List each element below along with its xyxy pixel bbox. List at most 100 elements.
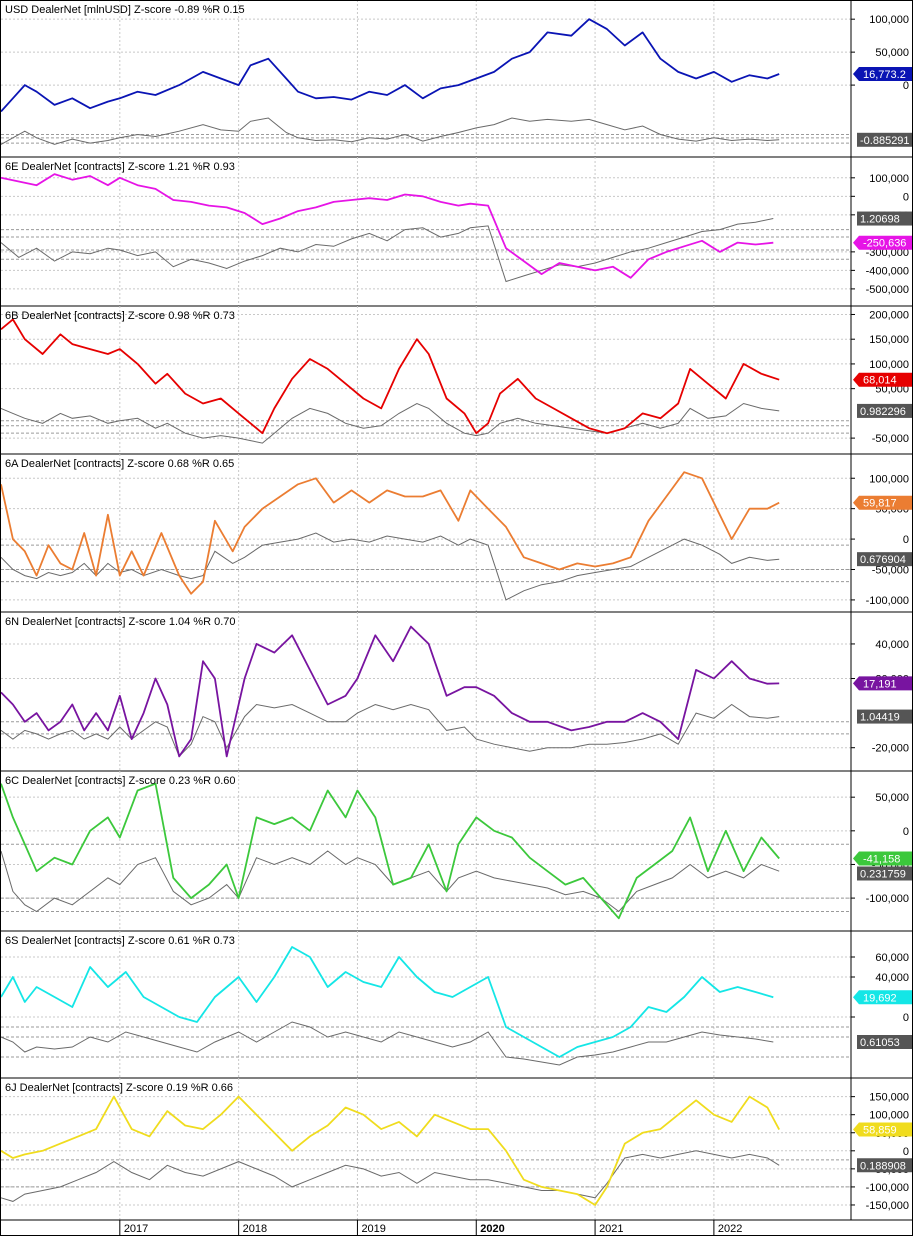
zscore-badge: 0.188908 xyxy=(857,1158,913,1173)
oscillator-series-line xyxy=(0,218,774,283)
last-value-badge: 59,817 xyxy=(853,495,913,510)
y-tick-label: -100,000 xyxy=(866,595,909,607)
zscore-badge: 1.20698 xyxy=(857,211,913,226)
zscore-label: 1.20698 xyxy=(860,214,900,226)
y-tick-label: 0 xyxy=(903,191,909,203)
panel-title: 6N DealerNet [contracts] Z-score 1.04 %R… xyxy=(5,616,235,628)
last-value-label: -41,158 xyxy=(863,854,900,866)
y-tick-label: -20,000 xyxy=(872,743,909,755)
zscore-badge-shape xyxy=(857,1158,913,1173)
last-value-badge-shape xyxy=(853,67,913,82)
zscore-badge: -0.885291 xyxy=(857,132,913,147)
oscillator-series-line xyxy=(0,532,780,601)
zscore-badge-shape xyxy=(857,403,913,418)
oscillator-series-line xyxy=(0,117,780,145)
panel-1: 100,000 50,000 0 USD DealerNet [mlnUSD] Z-s… xyxy=(0,0,913,158)
y-tick-label: 50,000 xyxy=(875,792,909,804)
zscore-label: 0.982296 xyxy=(860,406,906,418)
y-tick-label: 50,000 xyxy=(875,47,909,59)
last-value-badge-shape xyxy=(853,1122,913,1137)
panel-title: 6C DealerNet [contracts] Z-score 0.23 %R… xyxy=(5,775,235,787)
x-tick-label: 2021 xyxy=(599,1223,623,1235)
last-value-label: 58,859 xyxy=(863,1125,897,1137)
panel-title: 6J DealerNet [contracts] Z-score 0.19 %R… xyxy=(5,1082,233,1094)
last-value-label: 68,014 xyxy=(863,375,897,387)
zscore-badge-shape xyxy=(857,211,913,226)
dealer-net-series-line xyxy=(0,471,780,595)
panel-title: 6S DealerNet [contracts] Z-score 0.61 %R… xyxy=(5,935,235,947)
last-value-badge: 68,014 xyxy=(853,372,913,387)
zscore-badge-shape xyxy=(857,709,913,724)
panel-8: 150,000100,00050,0000-50,000-100,000-150… xyxy=(0,1078,913,1221)
y-tick-label: 200,000 xyxy=(869,309,909,321)
dealer-net-series-line xyxy=(0,782,780,920)
y-tick-label: 0 xyxy=(903,534,909,546)
panel-title: 6E DealerNet [contracts] Z-score 1.21 %R… xyxy=(5,161,235,173)
x-tick-label: 2018 xyxy=(243,1223,267,1235)
last-value-badge: -250,636 xyxy=(853,235,913,250)
y-tick-label: -300,000 xyxy=(866,247,909,259)
y-tick-label: 150,000 xyxy=(869,334,909,346)
oscillator-series-line xyxy=(0,402,780,444)
panel-title: 6B DealerNet [contracts] Z-score 0.98 %R… xyxy=(5,310,235,322)
zscore-label: -0.885291 xyxy=(860,135,910,147)
zscore-badge: 0.61053 xyxy=(857,1035,913,1049)
zscore-label: 0.676904 xyxy=(860,554,906,566)
last-value-label: 16,773.2 xyxy=(863,69,906,81)
y-tick-label: -50,000 xyxy=(872,565,909,577)
zscore-badge: 1.04419 xyxy=(857,709,913,724)
x-tick-label: 2020 xyxy=(480,1223,504,1235)
last-value-label: 19,692 xyxy=(863,992,897,1004)
dealer-net-series-line xyxy=(0,173,774,279)
y-tick-label: 40,000 xyxy=(875,639,909,651)
x-tick-label: 2017 xyxy=(124,1223,148,1235)
x-tick-label: 2019 xyxy=(361,1223,385,1235)
last-value-badge: -41,158 xyxy=(853,851,913,866)
last-value-badge: 16,773.2 xyxy=(853,67,913,82)
y-tick-label: -500,000 xyxy=(866,284,909,296)
dealer-net-series-line xyxy=(0,1095,780,1206)
last-value-label: -250,636 xyxy=(863,238,906,250)
dealer-net-series-line xyxy=(0,318,780,435)
x-tick-label: 2022 xyxy=(718,1223,742,1235)
y-tick-label: 0 xyxy=(903,1146,909,1158)
y-tick-label: -100,000 xyxy=(866,1182,909,1194)
last-value-badge: 58,859 xyxy=(853,1122,913,1137)
y-tick-label: 100,000 xyxy=(869,1110,909,1122)
panel-title: 6A DealerNet [contracts] Z-score 0.68 %R… xyxy=(5,458,234,470)
last-value-label: 59,817 xyxy=(863,498,897,510)
zscore-badge-shape xyxy=(857,552,913,567)
y-tick-label: 100,000 xyxy=(869,14,909,26)
dealer-net-series-line xyxy=(0,18,780,113)
last-value-label: 17,191 xyxy=(863,678,897,690)
zscore-badge-shape xyxy=(857,866,913,881)
zscore-badge: 0.231759 xyxy=(857,866,913,881)
y-tick-label: 40,000 xyxy=(875,972,909,984)
zscore-badge-shape xyxy=(857,132,913,147)
oscillator-series-line xyxy=(0,850,780,913)
y-tick-label: 100,000 xyxy=(869,473,909,485)
oscillator-series-line xyxy=(0,1021,774,1066)
y-tick-label: 100,000 xyxy=(869,359,909,371)
y-tick-label: -50,000 xyxy=(872,433,909,445)
y-tick-label: 0 xyxy=(903,826,909,838)
zscore-label: 1.04419 xyxy=(860,712,900,724)
y-tick-label: -400,000 xyxy=(866,265,909,277)
zscore-badge: 0.982296 xyxy=(857,403,913,418)
last-value-badge-shape xyxy=(853,235,913,250)
y-tick-label: -100,000 xyxy=(866,893,909,905)
zscore-badge: 0.676904 xyxy=(857,552,913,567)
panel-title: USD DealerNet [mlnUSD] Z-score -0.89 %R … xyxy=(5,4,245,16)
last-value-badge-shape xyxy=(853,676,913,691)
last-value-badge: 19,692 xyxy=(853,990,913,1005)
panel-7: 60,000 40,000 0 6S DealerNet [contracts] Z-… xyxy=(0,931,913,1079)
y-tick-label: 0 xyxy=(903,1012,909,1024)
zscore-label: 0.231759 xyxy=(860,869,906,881)
y-tick-label: 100,000 xyxy=(869,173,909,185)
